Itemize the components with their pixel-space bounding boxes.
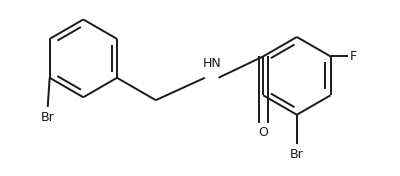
Text: Br: Br	[290, 148, 304, 161]
Text: Br: Br	[41, 111, 54, 124]
Text: HN: HN	[202, 57, 221, 70]
Text: O: O	[258, 126, 268, 139]
Text: F: F	[350, 50, 357, 63]
